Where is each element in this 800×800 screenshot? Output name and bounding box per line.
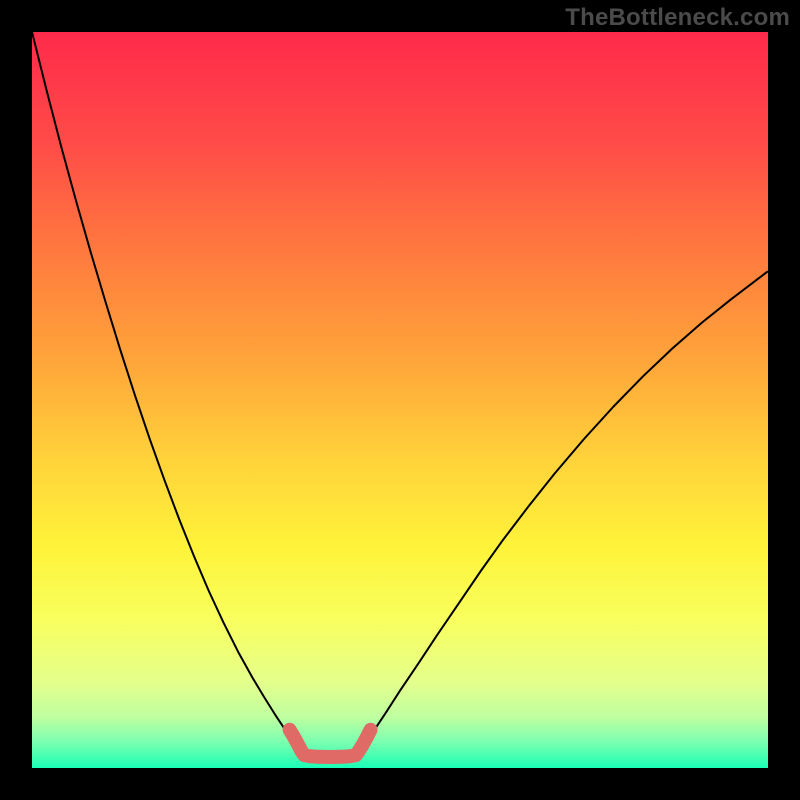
chart-frame: TheBottleneck.com: [0, 0, 800, 800]
watermark-text: TheBottleneck.com: [565, 4, 790, 32]
plot-area: [32, 32, 768, 768]
overlay-curve: [290, 730, 371, 757]
main-curve: [32, 32, 768, 758]
curve-svg: [32, 32, 768, 768]
